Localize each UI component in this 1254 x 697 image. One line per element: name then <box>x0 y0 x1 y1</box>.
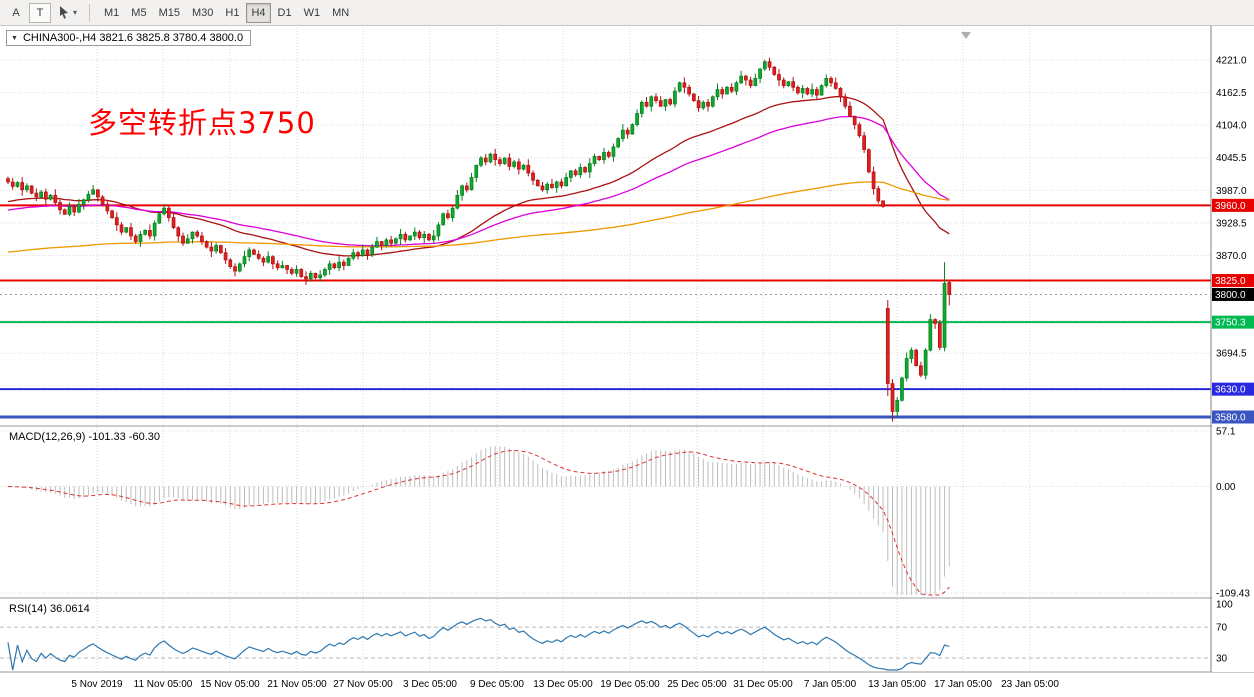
timeframe-button-m5[interactable]: M5 <box>126 3 151 23</box>
timeframe-button-h4[interactable]: H4 <box>246 2 271 23</box>
annotations-tool-button[interactable]: A <box>5 3 27 23</box>
price-axis[interactable] <box>1210 26 1254 672</box>
panel-backgrounds <box>0 26 1254 697</box>
time-label: 15 Nov 05:00 <box>200 679 260 690</box>
price-tag <box>1212 274 1254 288</box>
price-tags: 3960.0 3825.0 3750.3 3630.0 3580.0 3800.0 <box>1212 198 1254 424</box>
svg-text:3750.3: 3750.3 <box>1215 318 1246 329</box>
time-label: 11 Nov 05:00 <box>134 679 193 690</box>
toolbar-separator <box>89 3 91 22</box>
macd-histogram <box>12 445 950 595</box>
price-tag <box>1212 287 1254 301</box>
time-label: 21 Nov 05:00 <box>267 679 327 690</box>
price-label: 3928.5 <box>1216 218 1247 229</box>
toolbar: A T ▾ M1 M5 M15 M30 H1 H4 D1 W1 MN <box>0 0 1254 26</box>
cursor-tool-button[interactable]: ▾ <box>53 3 82 23</box>
rsi-scale-label: 70 <box>1216 623 1228 634</box>
macd-scale-label: 0.00 <box>1216 482 1236 493</box>
panel-separators[interactable] <box>0 425 1254 673</box>
price-label: 3870.0 <box>1216 251 1247 262</box>
svg-text:3960.0: 3960.0 <box>1215 201 1246 212</box>
timeframe-button-w1[interactable]: W1 <box>299 3 326 23</box>
time-label: 17 Jan 05:00 <box>934 679 992 690</box>
price-label: 4045.5 <box>1216 153 1247 164</box>
timeframe-button-h1[interactable]: H1 <box>220 3 244 23</box>
svg-text:3800.0: 3800.0 <box>1215 290 1246 301</box>
time-label: 19 Dec 05:00 <box>600 679 660 690</box>
macd-indicator-label: MACD(12,26,9) -101.33 -60.30 <box>9 431 161 443</box>
timeframe-button-m1[interactable]: M1 <box>99 3 124 23</box>
price-tag <box>1212 198 1254 212</box>
chart-shift-marker-icon[interactable] <box>961 32 971 39</box>
timeframe-button-m30[interactable]: M30 <box>187 3 218 23</box>
time-label: 3 Dec 05:00 <box>403 679 457 690</box>
time-label: 31 Dec 05:00 <box>733 679 793 690</box>
price-label: 4162.5 <box>1216 88 1247 99</box>
time-label: 13 Jan 05:00 <box>868 679 926 690</box>
price-axis-labels: 4221.0 4162.5 4104.0 4045.5 3987.0 3928.5 3870… <box>1216 56 1247 360</box>
time-label: 25 Dec 05:00 <box>667 679 727 690</box>
time-label: 5 Nov 2019 <box>71 679 123 690</box>
time-label: 23 Jan 05:00 <box>1001 679 1059 690</box>
price-tag <box>1212 382 1254 396</box>
ma-line-250 <box>7 181 950 253</box>
chart-canvas[interactable]: 4221.0 4162.5 4104.0 4045.5 3987.0 3928.5 3870… <box>0 26 1254 697</box>
time-label: 27 Nov 05:00 <box>333 679 393 690</box>
price-label: 3694.5 <box>1216 349 1247 360</box>
macd-scale-label: 57.1 <box>1216 427 1236 438</box>
rsi-scale-labels: 100 70 30 <box>1216 600 1233 665</box>
symbol-ohlc-box: ▼ CHINA300-,H4 3821.6 3825.8 3780.4 3800… <box>6 30 252 46</box>
svg-text:3580.0: 3580.0 <box>1215 413 1246 424</box>
rsi-scale-label: 30 <box>1216 653 1228 664</box>
macd-signal-line <box>7 449 950 596</box>
price-tag <box>1212 315 1254 329</box>
macd-scale-label: -109.43 <box>1216 589 1250 600</box>
time-label: 13 Dec 05:00 <box>533 679 593 690</box>
candlestick-series <box>6 57 952 422</box>
cursor-icon <box>58 6 70 19</box>
price-label: 4221.0 <box>1216 56 1247 67</box>
rsi-scale-label: 100 <box>1216 600 1233 611</box>
svg-text:3630.0: 3630.0 <box>1215 385 1246 396</box>
text-tool-button[interactable]: T <box>29 2 51 23</box>
rsi-line <box>7 617 950 671</box>
chart-annotation-text[interactable]: 多空转折点3750 <box>88 106 316 140</box>
chevron-down-icon: ▾ <box>73 8 78 17</box>
timeframe-button-d1[interactable]: D1 <box>273 3 297 23</box>
price-label: 4104.0 <box>1216 121 1247 132</box>
time-label: 9 Dec 05:00 <box>470 679 524 690</box>
price-tag <box>1212 410 1254 424</box>
rsi-indicator-label: RSI(14) 36.0614 <box>9 603 90 615</box>
timeframe-button-m15[interactable]: M15 <box>154 3 185 23</box>
time-label: 7 Jan 05:00 <box>804 679 857 690</box>
horizontal-lines[interactable] <box>0 204 1211 419</box>
time-axis-labels[interactable]: 5 Nov 2019 11 Nov 05:00 15 Nov 05:00 21 Nov… <box>71 679 1059 690</box>
svg-text:3825.0: 3825.0 <box>1215 276 1246 287</box>
price-label: 3987.0 <box>1216 186 1247 197</box>
macd-scale-labels: 57.1 0.00 -109.43 <box>1216 427 1250 600</box>
timeframe-button-mn[interactable]: MN <box>327 3 354 23</box>
symbol-ohlc-text: CHINA300-,H4 3821.6 3825.8 3780.4 3800.0 <box>22 32 244 44</box>
collapse-triangle-icon[interactable]: ▼ <box>11 34 18 42</box>
rsi-levels <box>0 626 1211 659</box>
